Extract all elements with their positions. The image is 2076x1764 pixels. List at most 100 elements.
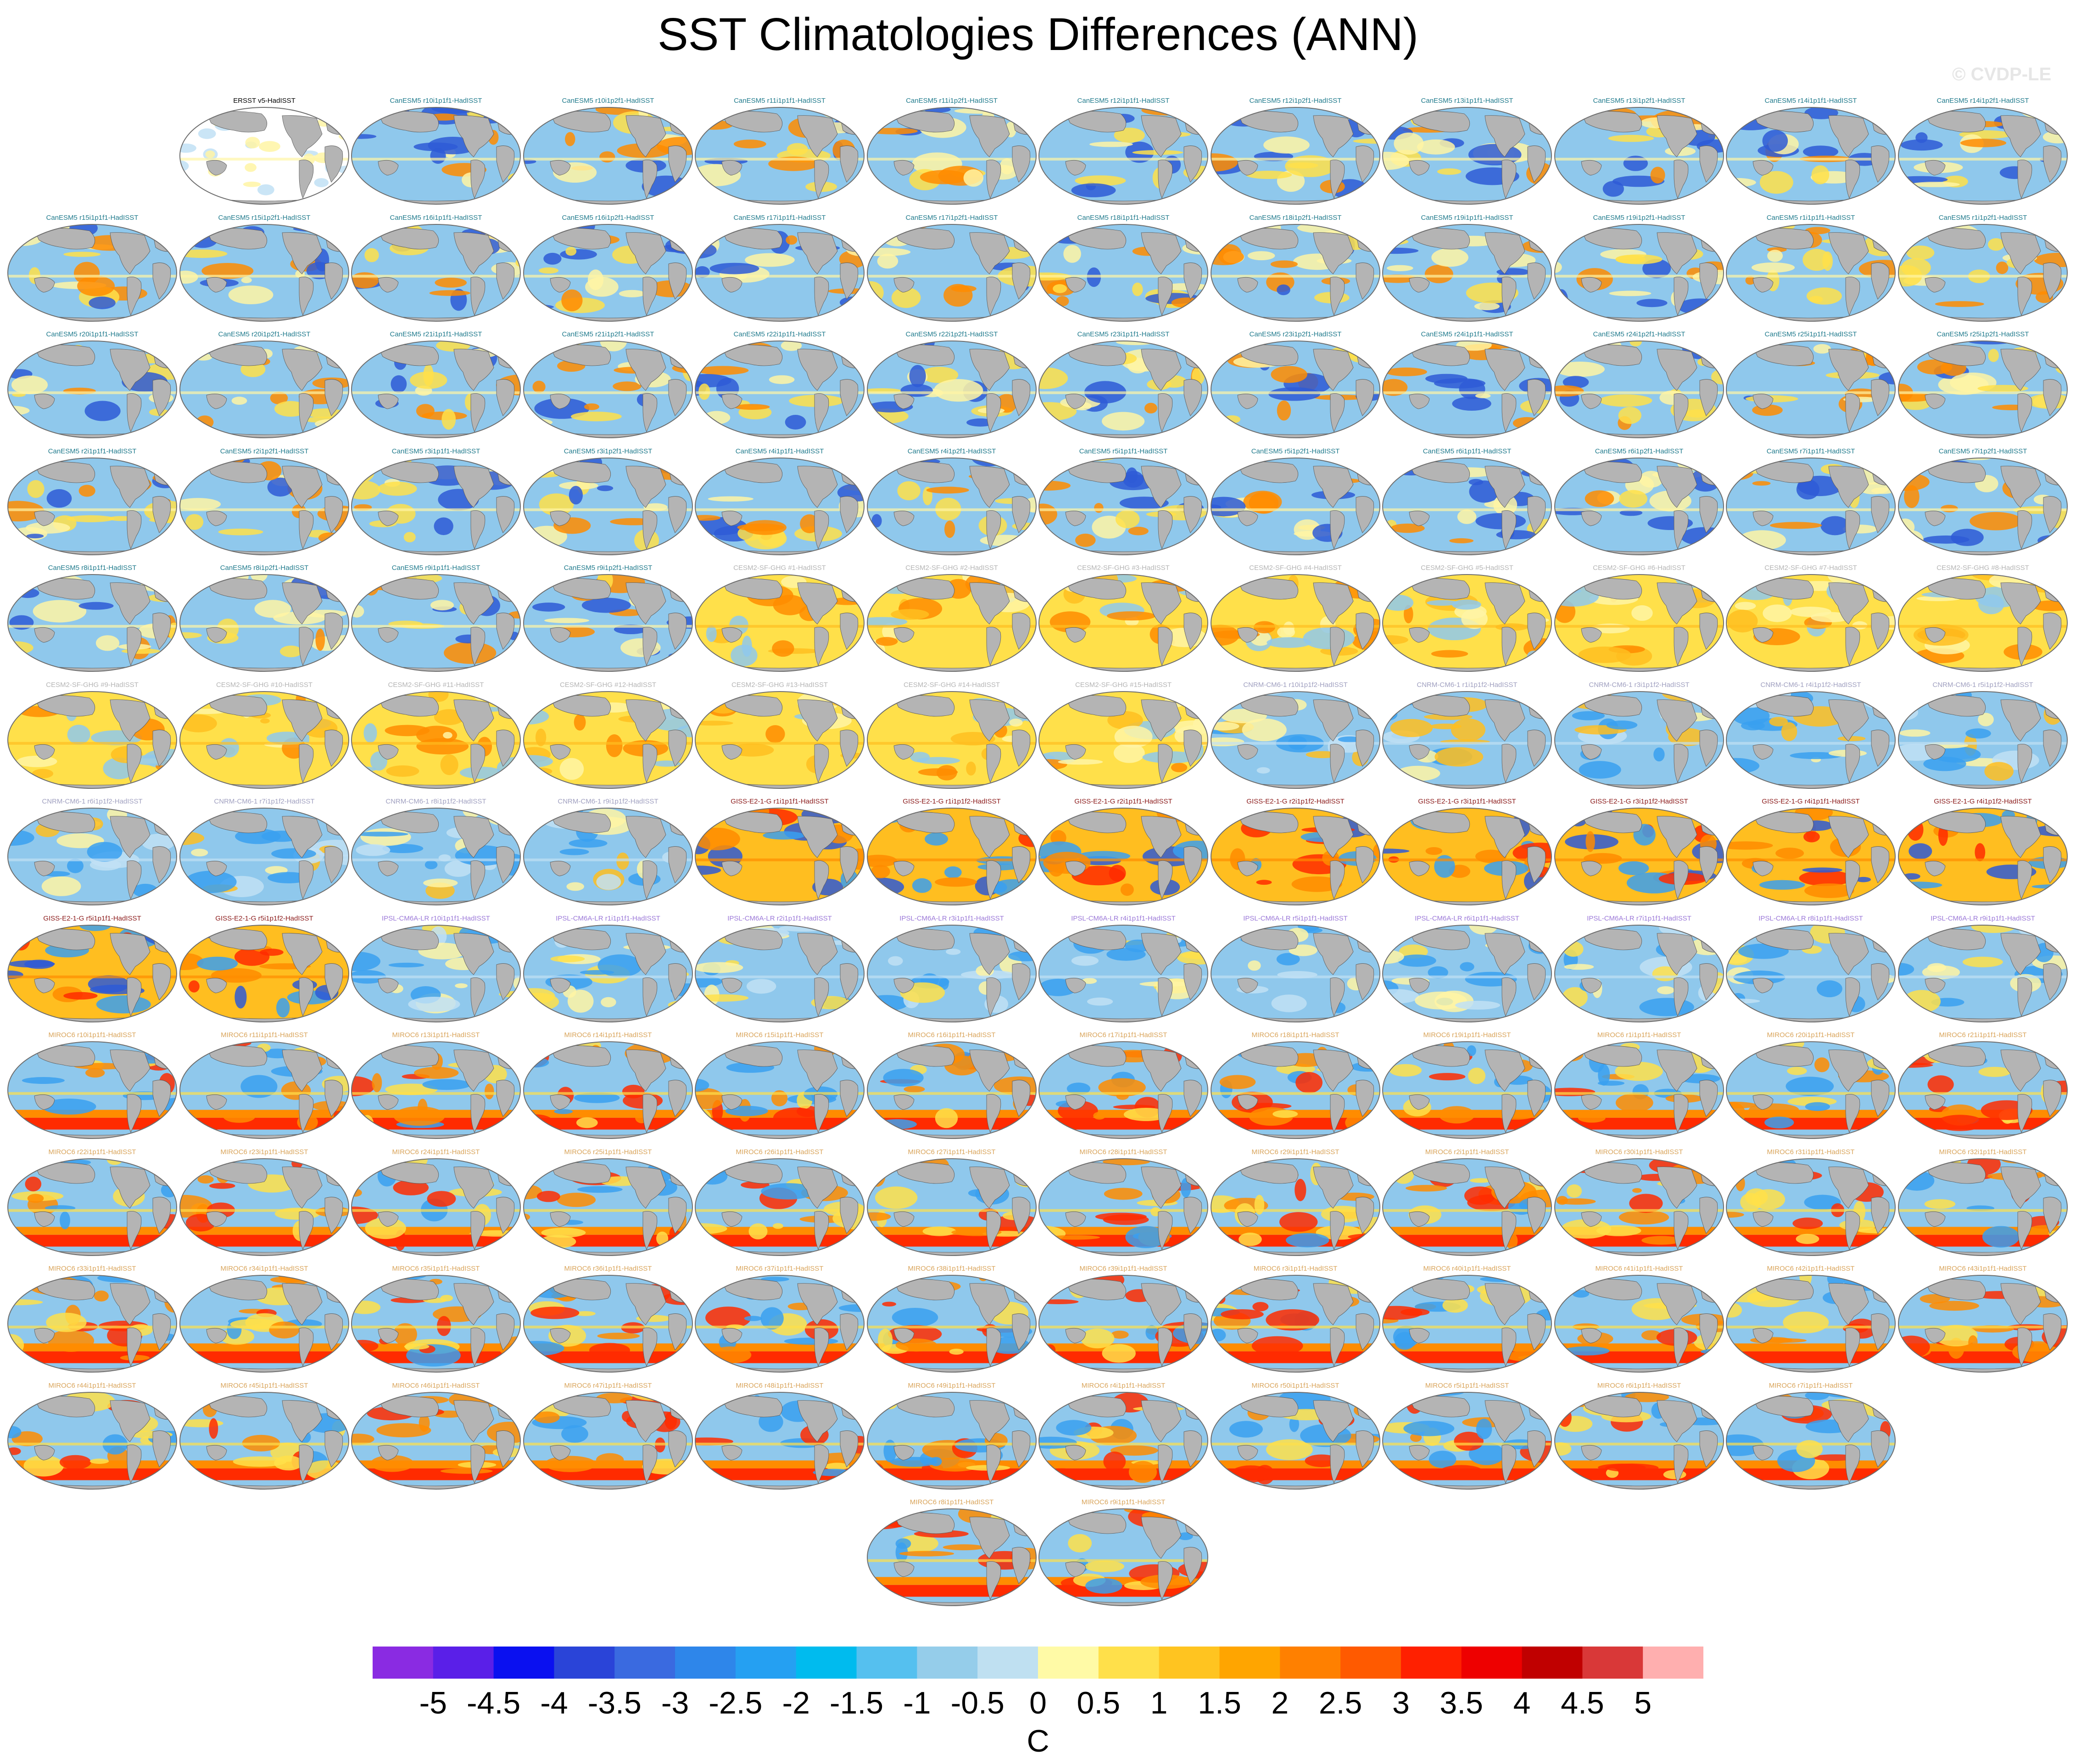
land-mass	[986, 1444, 1001, 1484]
land-mass	[1065, 345, 1127, 366]
land-mass	[1674, 159, 1689, 199]
sst-difference-map	[7, 458, 177, 555]
land-mass	[110, 699, 151, 742]
panel-title: CanESM5 r16i1p2f1-HadISST	[562, 214, 654, 222]
panel-title: CanESM5 r6i1p2f1-HadISST	[1595, 447, 1684, 455]
colorbar-tick-label: -3	[661, 1686, 689, 1720]
land-mass	[1925, 977, 1946, 994]
panel-title: CanESM5 r25i1p1f1-HadISST	[1764, 330, 1857, 338]
sst-difference-map	[1211, 1041, 1380, 1139]
land-mass	[1484, 699, 1525, 742]
land-mass	[206, 578, 268, 600]
land-mass	[1141, 349, 1182, 391]
land-mass	[893, 1279, 955, 1301]
land-mass	[378, 345, 439, 366]
map-panel: CESM2-SF-GHG #4-HadISST	[1210, 564, 1381, 674]
land-mass	[642, 626, 658, 666]
map-panel: MIROC6 r15i1p1f1-HadISST	[694, 1031, 865, 1141]
panel-title: MIROC6 r3i1p1f1-HadISST	[1253, 1265, 1338, 1273]
land-mass	[1752, 510, 1774, 526]
land-mass	[1828, 1049, 1869, 1092]
land-mass	[1409, 627, 1430, 643]
panel-title: MIROC6 r1i1p1f1-HadISST	[1597, 1031, 1681, 1039]
land-mass	[1581, 1045, 1642, 1067]
land-mass	[378, 1279, 439, 1301]
map-outline	[179, 1275, 349, 1373]
panel-title: MIROC6 r2i1p1f1-HadISST	[1425, 1148, 1509, 1156]
land-mass	[453, 115, 494, 157]
map-panel: MIROC6 r49i1p1f1-HadISST	[866, 1381, 1037, 1491]
land-mass	[1925, 510, 1946, 526]
panel-title: MIROC6 r37i1p1f1-HadISST	[736, 1265, 824, 1273]
map-outline	[523, 1275, 693, 1373]
land-mass	[1183, 262, 1202, 300]
map-outline	[1898, 925, 2068, 1022]
land-mass	[1581, 1396, 1642, 1418]
sst-difference-map	[1211, 808, 1380, 905]
land-mass	[127, 626, 142, 666]
panel-title: MIROC6 r7i1p1f1-HadISST	[1769, 1382, 1853, 1390]
land-mass	[1925, 1279, 1986, 1301]
land-mass	[1065, 627, 1086, 643]
land-mass	[969, 466, 1010, 508]
sst-difference-map	[7, 925, 177, 1022]
sst-difference-map	[7, 1158, 177, 1256]
map-outline	[179, 925, 349, 1022]
panel-title: CanESM5 r7i1p1f1-HadISST	[1766, 447, 1855, 455]
land-mass	[1925, 860, 1946, 876]
land-mass	[1330, 743, 1345, 783]
map-outline	[1726, 224, 1896, 322]
map-outline	[7, 808, 177, 905]
colorbar-tick-label: 4.5	[1561, 1686, 1604, 1720]
land-mass	[1501, 159, 1517, 199]
panel-title: CanESM5 r12i1p2f1-HadISST	[1249, 97, 1342, 105]
land-mass	[1330, 1444, 1345, 1484]
map-outline	[351, 458, 521, 555]
map-panel: MIROC6 r13i1p1f1-HadISST	[351, 1031, 521, 1141]
sst-difference-map	[179, 458, 349, 555]
land-mass	[1141, 933, 1182, 975]
land-mass	[1581, 393, 1602, 409]
map-panel: CanESM5 r5i1p2f1-HadISST	[1210, 447, 1381, 557]
land-mass	[1581, 1328, 1602, 1344]
sst-difference-map	[867, 1508, 1037, 1606]
land-mass	[1237, 744, 1258, 760]
map-panel: CanESM5 r7i1p1f1-HadISST	[1725, 447, 1896, 557]
land-mass	[1871, 1197, 1890, 1234]
land-mass	[625, 582, 666, 625]
sst-difference-map	[1726, 808, 1896, 905]
land-mass	[1699, 1430, 1718, 1468]
land-mass	[969, 115, 1010, 157]
land-mass	[1699, 262, 1718, 300]
map-outline	[523, 925, 693, 1022]
land-mass	[1845, 1211, 1860, 1250]
land-mass	[814, 743, 829, 783]
panel-title: MIROC6 r15i1p1f1-HadISST	[736, 1031, 824, 1039]
land-mass	[1925, 160, 1946, 176]
land-mass	[34, 1094, 55, 1110]
panel-title: CanESM5 r15i1p1f1-HadISST	[46, 214, 139, 222]
land-mass	[1925, 277, 1946, 293]
land-mass	[34, 1445, 55, 1461]
sst-difference-map	[1898, 224, 2068, 322]
land-mass	[625, 349, 666, 391]
land-mass	[1581, 510, 1602, 526]
panel-title: CNRM-CM6-1 r8i1p1f2-HadISST	[385, 798, 486, 805]
land-mass	[1657, 1167, 1697, 1209]
land-mass	[1141, 582, 1182, 625]
map-panel: CNRM-CM6-1 r3i1p1f2-HadISST	[1554, 681, 1724, 791]
map-outline	[695, 1158, 865, 1256]
sst-difference-map	[1898, 458, 2068, 555]
land-mass	[34, 744, 55, 760]
map-outline	[1382, 1041, 1552, 1139]
land-mass	[2043, 846, 2062, 883]
map-outline	[179, 691, 349, 789]
land-mass	[34, 277, 55, 293]
sst-difference-map	[1726, 1275, 1896, 1373]
colorbar-swatch	[917, 1647, 978, 1679]
land-mass	[1409, 860, 1430, 876]
land-mass	[1752, 744, 1774, 760]
land-mass	[797, 466, 838, 508]
colorbar-swatch	[1461, 1647, 1523, 1679]
land-mass	[206, 1094, 227, 1110]
